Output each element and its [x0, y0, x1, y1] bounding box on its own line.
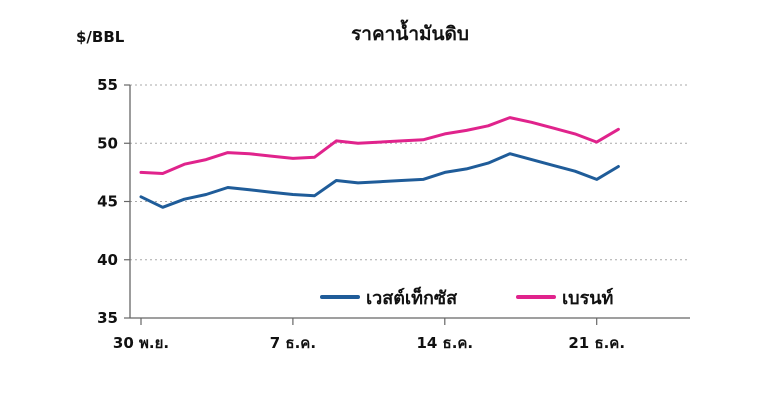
y-axis-ticks: 35 40 45 50 55 [97, 76, 130, 327]
series-line-0 [139, 152, 620, 209]
x-tick-label-3: 21 ธ.ค. [568, 334, 625, 352]
series-line-1 [139, 116, 620, 175]
legend-label-1: เบรนท์ [562, 287, 613, 309]
y-tick-label-35: 35 [97, 309, 118, 327]
y-tick-label-40: 40 [97, 251, 118, 269]
series-lines [139, 116, 620, 209]
legend-label-0: เวสต์เท็กซัส [366, 286, 458, 309]
x-tick-label-0: 30 พ.ย. [113, 334, 169, 352]
y-tick-label-55: 55 [97, 76, 118, 94]
x-axis-ticks: 30 พ.ย. 7 ธ.ค. 14 ธ.ค. 21 ธ.ค. [113, 318, 625, 352]
y-tick-label-50: 50 [97, 134, 118, 152]
y-tick-label-45: 45 [97, 193, 118, 211]
x-tick-label-2: 14 ธ.ค. [416, 334, 473, 352]
legend: เวสต์เท็กซัส เบรนท์ [320, 286, 613, 309]
y-axis-unit-label: $/BBL [76, 28, 125, 46]
x-tick-label-1: 7 ธ.ค. [270, 334, 316, 352]
chart-title: ราคาน้ำมันดิบ [351, 19, 469, 45]
